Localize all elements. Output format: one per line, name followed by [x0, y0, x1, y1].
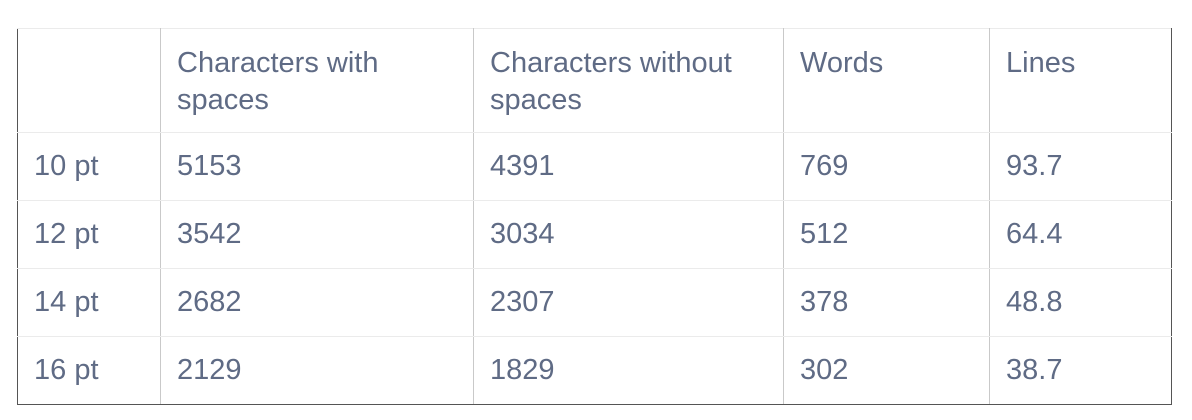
cell-characters-without-spaces: 3034: [473, 200, 784, 269]
header-cell-characters-with-spaces: Characters with spaces: [160, 28, 474, 133]
cell-font-size: 12 pt: [17, 200, 161, 269]
cell-characters-without-spaces: 4391: [473, 132, 784, 201]
header-cell-lines: Lines: [989, 28, 1172, 133]
cell-characters-with-spaces: 3542: [160, 200, 474, 269]
cell-lines: 93.7: [989, 132, 1172, 201]
cell-characters-with-spaces: 2129: [160, 336, 474, 405]
table-row: 12 pt 3542 3034 512 64.4: [17, 200, 1172, 269]
cell-font-size: 14 pt: [17, 268, 161, 337]
cell-characters-with-spaces: 5153: [160, 132, 474, 201]
cell-words: 302: [783, 336, 990, 405]
table-row: 16 pt 2129 1829 302 38.7: [17, 336, 1172, 405]
table-row: 10 pt 5153 4391 769 93.7: [17, 132, 1172, 201]
header-cell-characters-without-spaces: Characters without spaces: [473, 28, 784, 133]
header-row: Characters with spaces Characters withou…: [17, 28, 1172, 133]
cell-characters-without-spaces: 1829: [473, 336, 784, 405]
table-header: Characters with spaces Characters withou…: [17, 28, 1172, 133]
header-cell-font-size: [17, 28, 161, 133]
cell-characters-without-spaces: 2307: [473, 268, 784, 337]
table-body: 10 pt 5153 4391 769 93.7 12 pt 3542 3034…: [17, 132, 1172, 405]
text-statistics-table: Characters with spaces Characters withou…: [17, 28, 1172, 405]
cell-lines: 38.7: [989, 336, 1172, 405]
cell-font-size: 16 pt: [17, 336, 161, 405]
cell-words: 512: [783, 200, 990, 269]
text-statistics-table-container: Characters with spaces Characters withou…: [17, 28, 1172, 405]
cell-words: 769: [783, 132, 990, 201]
table-row: 14 pt 2682 2307 378 48.8: [17, 268, 1172, 337]
cell-words: 378: [783, 268, 990, 337]
cell-characters-with-spaces: 2682: [160, 268, 474, 337]
cell-lines: 48.8: [989, 268, 1172, 337]
cell-font-size: 10 pt: [17, 132, 161, 201]
header-cell-words: Words: [783, 28, 990, 133]
cell-lines: 64.4: [989, 200, 1172, 269]
